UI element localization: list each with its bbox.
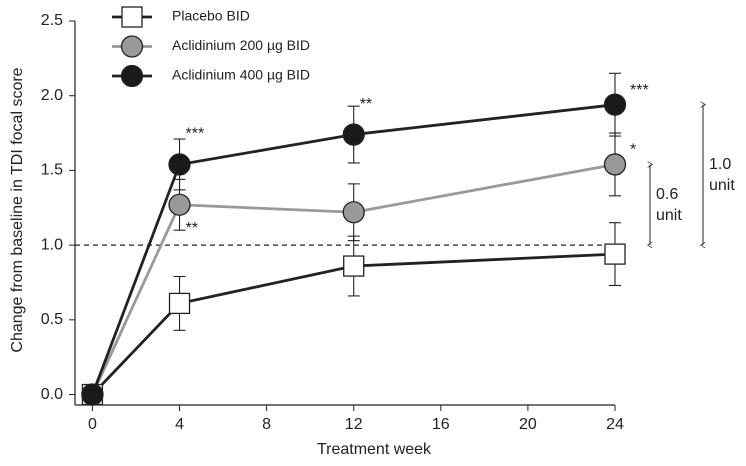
series-line — [91, 163, 616, 396]
x-tick-label: 20 — [519, 416, 537, 433]
marker — [120, 35, 144, 58]
marker — [603, 93, 627, 116]
x-tick-label: 12 — [345, 416, 363, 433]
x-tick-label: 8 — [262, 416, 271, 433]
y-tick-label: 2.5 — [41, 12, 63, 29]
marker — [343, 255, 365, 277]
x-axis-label: Treatment week — [317, 441, 432, 458]
y-tick-label: 0.5 — [41, 311, 63, 328]
significance-label: *** — [186, 126, 205, 143]
marker — [342, 123, 365, 146]
y-tick-label: 1.5 — [41, 162, 63, 179]
significance-label: *** — [630, 82, 649, 99]
marker — [168, 193, 191, 216]
marker — [604, 243, 626, 265]
marker — [168, 153, 191, 176]
series-line — [91, 252, 616, 396]
x-tick-label: 24 — [606, 416, 624, 433]
bracket-label: 0.6 — [656, 186, 678, 203]
significance-label: * — [630, 142, 636, 159]
bracket-label: unit — [656, 207, 682, 224]
marker — [342, 201, 365, 224]
marker — [120, 64, 144, 88]
legend-label: Aclidinium 200 µg BID — [172, 37, 310, 53]
marker — [603, 153, 627, 176]
significance-label: ** — [186, 220, 198, 237]
significance-label: ** — [360, 96, 372, 113]
y-tick-label: 1.0 — [41, 236, 63, 253]
marker — [121, 6, 143, 28]
x-tick-label: 4 — [175, 416, 184, 433]
marker — [81, 383, 104, 406]
y-axis-label: Change from baseline in TDI focal score — [9, 67, 26, 352]
series-line — [91, 103, 616, 396]
legend-label: Aclidinium 400 µg BID — [172, 67, 310, 83]
bracket-label: 1.0 — [709, 156, 731, 173]
legend-label: Placebo BID — [172, 8, 250, 24]
marker — [168, 292, 191, 315]
y-tick-label: 2.0 — [41, 87, 63, 104]
x-tick-label: 0 — [88, 416, 97, 433]
y-tick-label: 0.0 — [41, 386, 63, 403]
x-tick-label: 16 — [432, 416, 450, 433]
bracket-label: unit — [709, 177, 735, 194]
